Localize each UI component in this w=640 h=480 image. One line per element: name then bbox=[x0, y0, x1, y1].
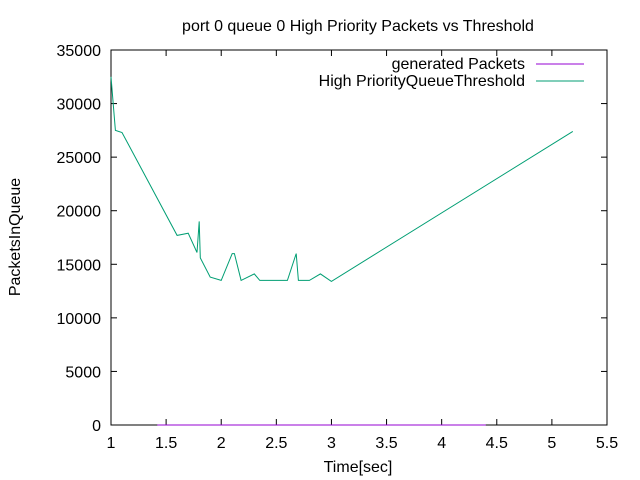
series-layer bbox=[110, 76, 574, 426]
x-axis-label: Time[sec] bbox=[324, 459, 393, 476]
x-tick-label: 5 bbox=[547, 435, 556, 452]
x-tick-label: 2 bbox=[217, 435, 226, 452]
x-tick-label: 5.5 bbox=[596, 435, 618, 452]
y-axis-label: PacketsInQueue bbox=[7, 178, 24, 296]
x-tick-label: 3 bbox=[327, 435, 336, 452]
y-tick-label: 0 bbox=[92, 418, 101, 435]
x-tick-label: 2.5 bbox=[265, 435, 287, 452]
series-line-2 bbox=[110, 76, 574, 282]
y-tick-label: 20000 bbox=[57, 204, 102, 221]
x-axis: 1 1.5 2 2.5 3 3.5 4 4.5 5 5.5 bbox=[107, 50, 618, 452]
chart-title: port 0 queue 0 High Priority Packets vs … bbox=[182, 18, 534, 35]
y-tick-label: 10000 bbox=[57, 311, 102, 328]
y-tick-label: 35000 bbox=[57, 43, 102, 60]
y-tick-label: 5000 bbox=[65, 364, 101, 381]
legend-label: generated Packets bbox=[392, 56, 525, 73]
x-tick-label: 1.5 bbox=[155, 435, 177, 452]
y-tick-label: 25000 bbox=[57, 150, 102, 167]
x-tick-label: 4 bbox=[437, 435, 446, 452]
x-tick-label: 1 bbox=[107, 435, 116, 452]
y-axis: 0 5000 10000 15000 20000 25000 30000 35000 bbox=[57, 43, 607, 435]
y-tick-label: 30000 bbox=[57, 97, 102, 114]
y-tick-label: 15000 bbox=[57, 257, 102, 274]
legend-label: High PriorityQueueThreshold bbox=[319, 73, 525, 90]
x-tick-label: 3.5 bbox=[375, 435, 397, 452]
plot-frame bbox=[110, 49, 608, 426]
x-tick-label: 4.5 bbox=[486, 435, 508, 452]
